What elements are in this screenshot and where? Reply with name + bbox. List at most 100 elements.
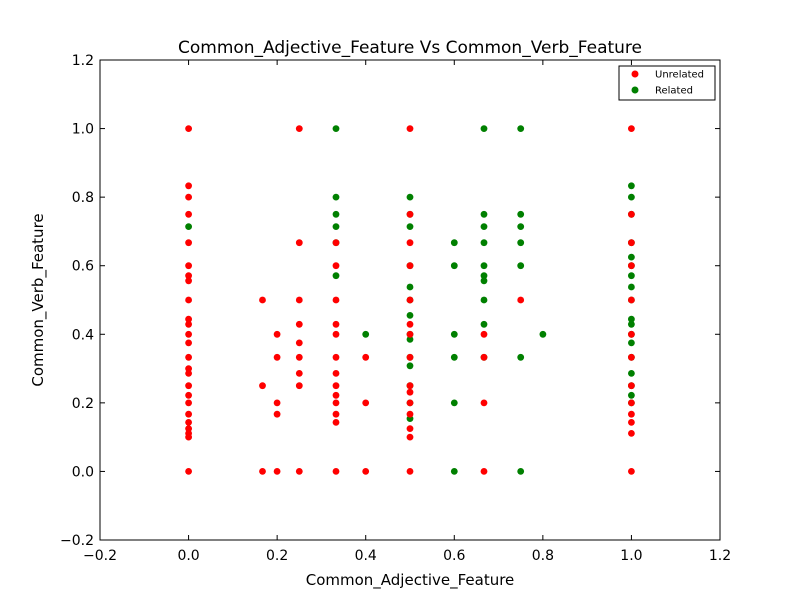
point-unrelated-37 (295, 339, 303, 347)
x-tick-label-7: 1.2 (709, 548, 731, 564)
point-unrelated-35 (295, 296, 303, 304)
point-unrelated-55 (362, 353, 370, 361)
point-unrelated-59 (406, 210, 414, 218)
point-related-24 (450, 330, 458, 338)
point-unrelated-38 (295, 353, 303, 361)
point-related-36 (480, 320, 488, 328)
plot-frame (99, 59, 721, 541)
point-unrelated-74 (480, 353, 488, 361)
point-unrelated-26 (259, 382, 266, 390)
point-related-60 (628, 370, 635, 377)
x-tick-label-6: 1.0 (620, 548, 642, 564)
point-unrelated-67 (406, 388, 414, 396)
y-tick-label-3: 0.4 (72, 327, 94, 343)
point-related-33 (480, 272, 488, 280)
point-unrelated-21 (185, 425, 193, 432)
x-tick-label-5: 0.8 (532, 548, 554, 564)
y-tick-label-0: −0.2 (60, 533, 94, 549)
point-unrelated-47 (332, 353, 340, 361)
point-related-44 (517, 468, 525, 475)
x-axis-label: Common_Adjective_Feature (306, 571, 515, 590)
point-unrelated-75 (480, 399, 488, 407)
point-unrelated-81 (628, 262, 635, 270)
point-unrelated-27 (259, 468, 266, 475)
point-unrelated-29 (273, 353, 281, 361)
point-related-56 (628, 320, 635, 328)
point-related-12 (406, 283, 414, 291)
point-related-6 (332, 272, 340, 280)
point-unrelated-85 (628, 382, 635, 390)
point-unrelated-62 (406, 296, 414, 304)
point-unrelated-44 (332, 296, 340, 304)
point-unrelated-14 (185, 365, 193, 372)
point-related-3 (332, 210, 340, 218)
point-unrelated-18 (185, 399, 193, 407)
point-unrelated-77 (517, 296, 525, 304)
point-unrelated-11 (185, 330, 193, 338)
point-unrelated-51 (332, 399, 340, 407)
point-unrelated-46 (332, 330, 340, 338)
point-unrelated-8 (185, 296, 193, 304)
point-unrelated-79 (628, 210, 635, 218)
point-unrelated-86 (628, 399, 635, 407)
point-related-45 (539, 330, 547, 338)
point-unrelated-39 (295, 370, 303, 377)
point-unrelated-80 (628, 239, 635, 247)
point-unrelated-56 (362, 399, 370, 407)
point-unrelated-61 (406, 262, 414, 270)
point-unrelated-58 (406, 125, 414, 132)
x-tick-label-0: −0.2 (83, 548, 117, 564)
point-unrelated-0 (185, 125, 193, 132)
point-unrelated-17 (185, 391, 193, 399)
point-unrelated-84 (628, 353, 635, 361)
point-unrelated-24 (185, 468, 193, 475)
point-related-58 (628, 339, 635, 347)
point-related-28 (480, 125, 488, 132)
point-related-31 (480, 239, 488, 247)
point-unrelated-15 (185, 370, 193, 377)
point-unrelated-82 (628, 296, 635, 304)
y-axis-label: Common_Verb_Feature (29, 213, 48, 386)
legend-label-related: Related (655, 86, 693, 97)
point-unrelated-5 (185, 262, 193, 270)
point-related-52 (628, 272, 635, 280)
point-related-18 (406, 362, 414, 370)
point-related-53 (628, 283, 635, 291)
point-unrelated-88 (628, 419, 635, 426)
point-unrelated-41 (295, 468, 303, 475)
point-related-39 (517, 210, 525, 218)
x-tick-label-2: 0.2 (266, 548, 288, 564)
point-related-41 (517, 239, 525, 247)
point-related-62 (628, 391, 635, 399)
point-unrelated-49 (332, 382, 340, 390)
y-tick-label-4: 0.6 (72, 259, 94, 275)
point-related-46 (628, 182, 635, 190)
point-related-32 (480, 262, 488, 270)
point-unrelated-83 (628, 330, 635, 338)
point-unrelated-65 (406, 353, 414, 361)
point-unrelated-66 (406, 382, 414, 390)
legend-marker-unrelated (631, 70, 639, 78)
point-related-22 (450, 239, 458, 247)
point-related-14 (406, 312, 414, 319)
point-unrelated-89 (628, 430, 635, 437)
point-unrelated-43 (332, 262, 340, 270)
point-unrelated-36 (295, 320, 303, 328)
points-layer (185, 125, 635, 475)
point-unrelated-1 (185, 182, 193, 190)
point-unrelated-73 (480, 330, 488, 338)
point-unrelated-78 (628, 125, 635, 132)
point-unrelated-87 (628, 410, 635, 418)
point-unrelated-48 (332, 370, 340, 377)
point-related-42 (517, 262, 525, 270)
point-unrelated-45 (332, 320, 340, 328)
point-unrelated-40 (295, 382, 303, 390)
point-related-50 (628, 253, 635, 261)
point-unrelated-57 (362, 468, 370, 475)
point-unrelated-31 (273, 410, 281, 418)
point-unrelated-19 (185, 410, 193, 418)
point-related-2 (332, 193, 340, 201)
point-related-29 (480, 210, 488, 218)
point-unrelated-69 (406, 410, 414, 418)
point-unrelated-2 (185, 193, 193, 201)
